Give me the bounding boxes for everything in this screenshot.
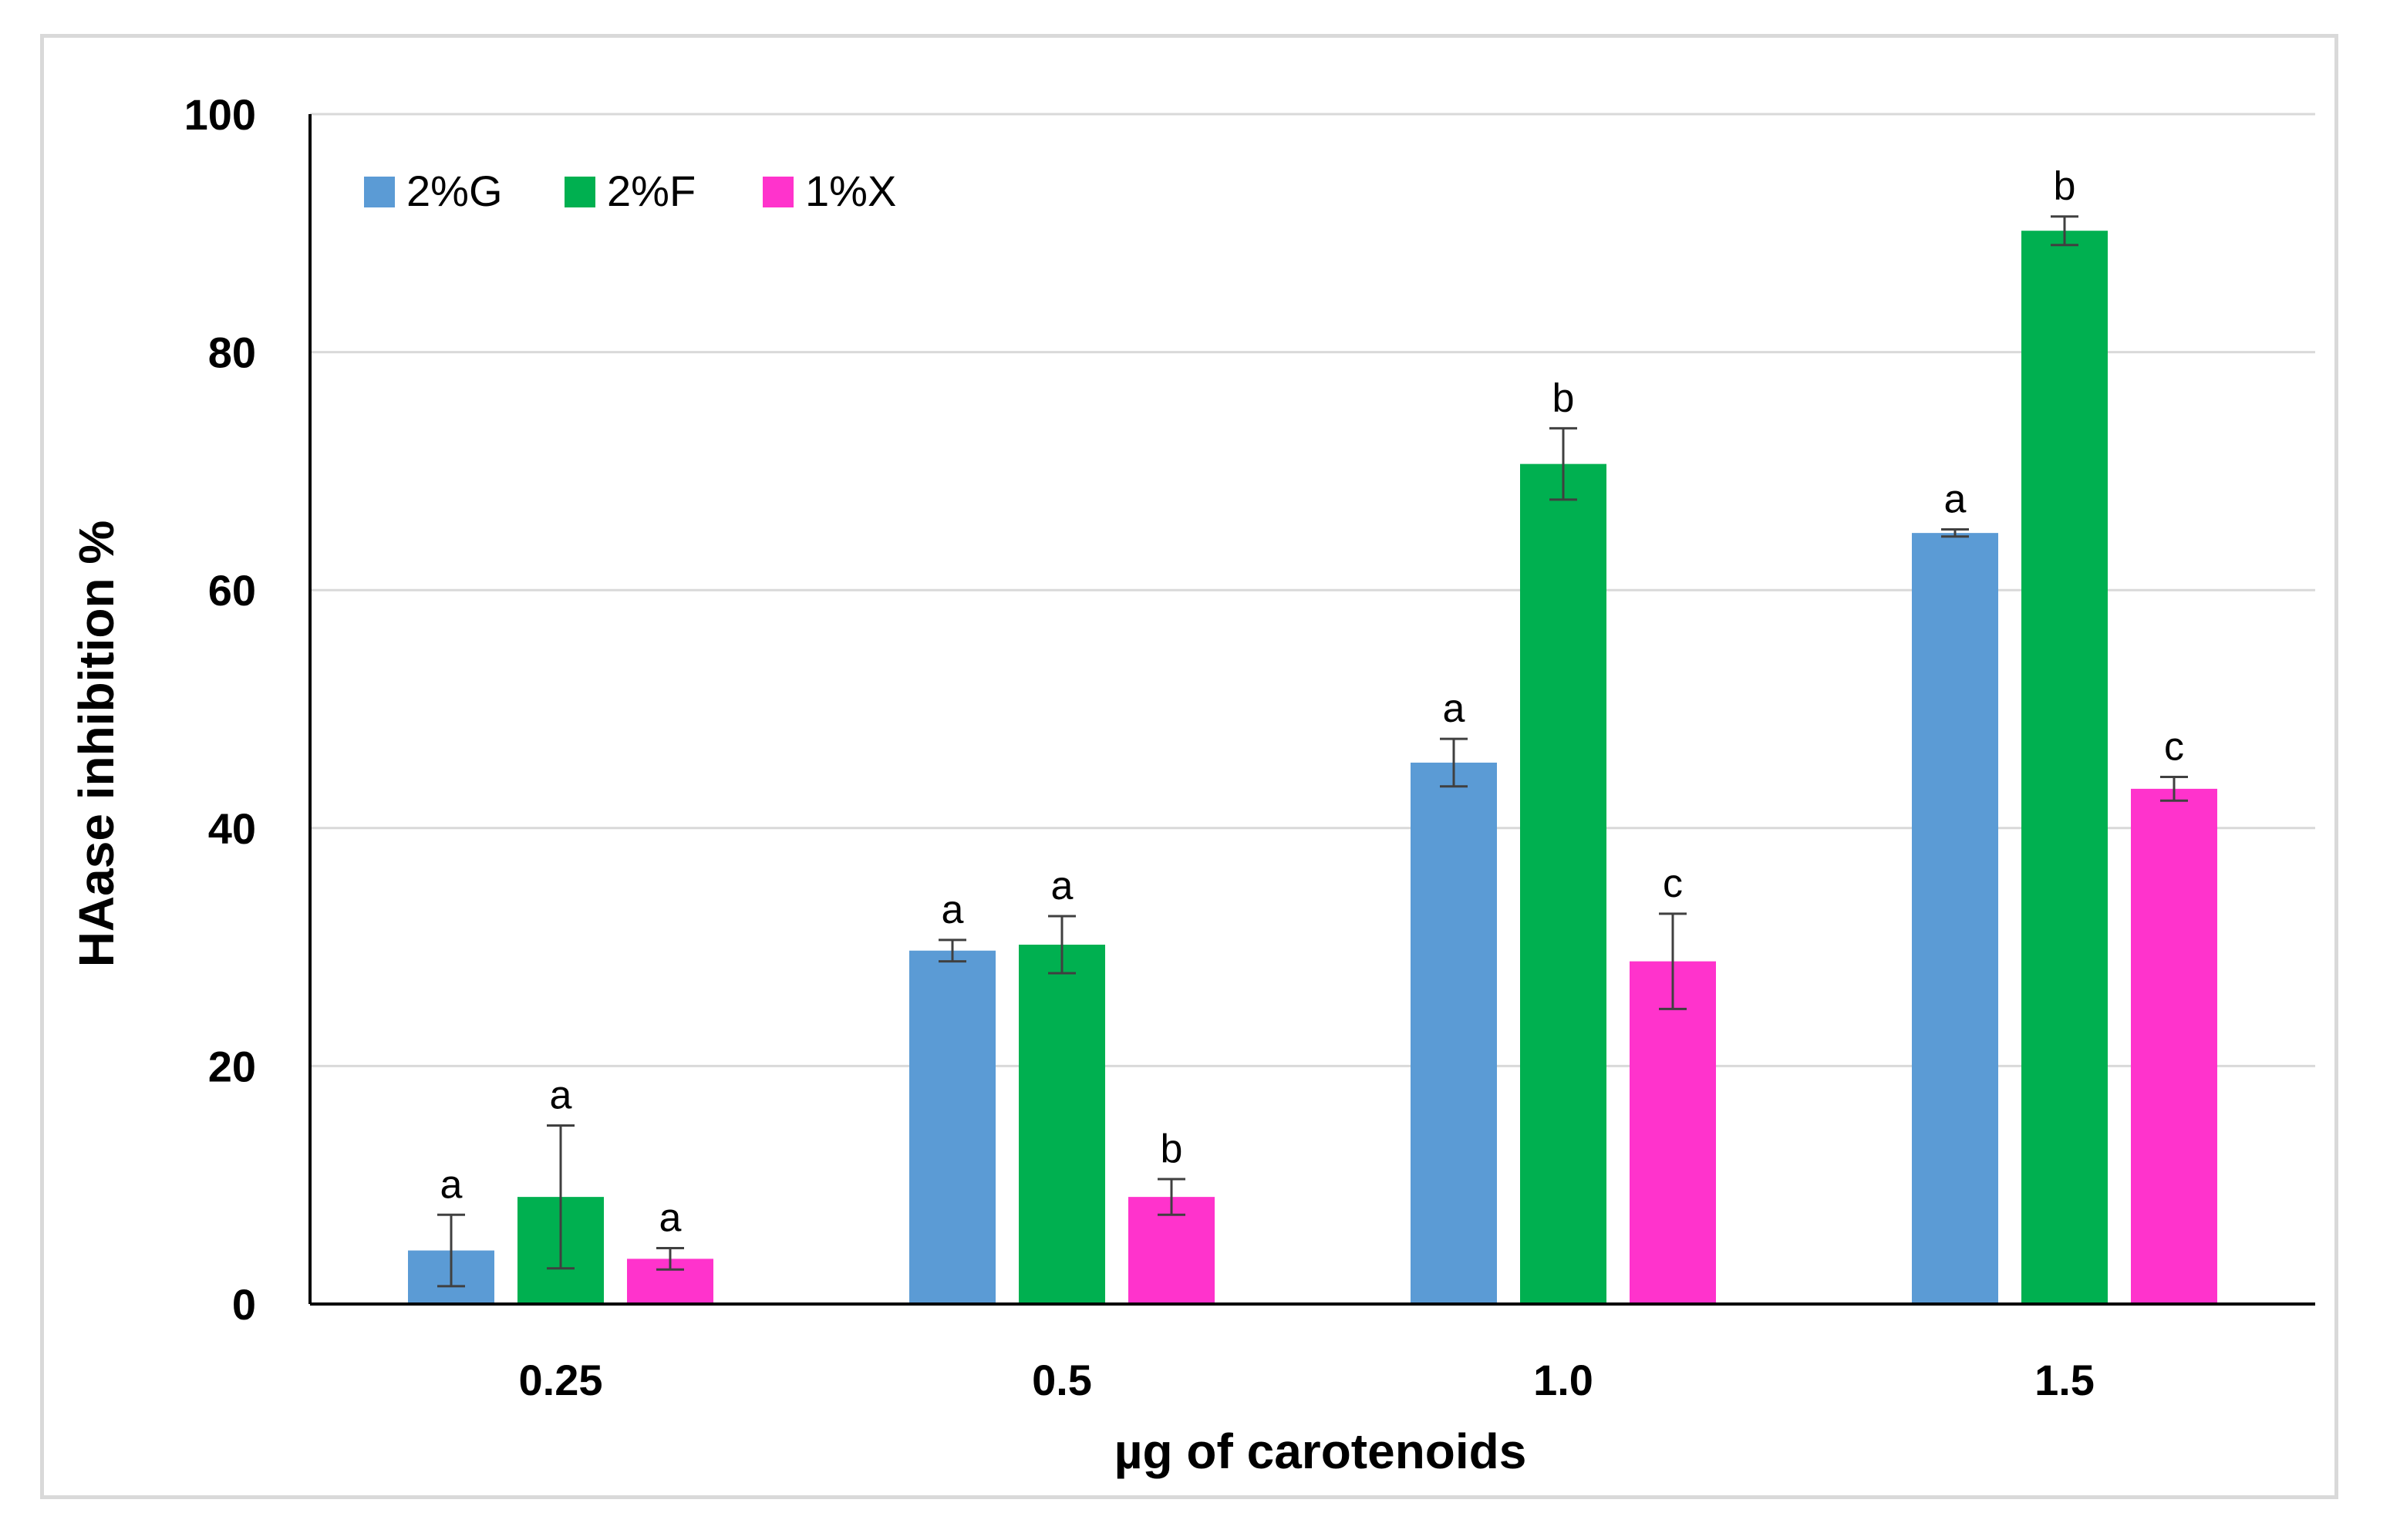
legend-swatch-2%F [565, 177, 595, 207]
x-axis-title: µg of carotenoids [1114, 1424, 1527, 1479]
significance-label-2%G-0.5: a [942, 888, 964, 932]
bar-2%G-1.5 [1912, 533, 1998, 1304]
significance-label-2%F-0.25: a [550, 1073, 572, 1118]
significance-label-2%G-0.25: a [440, 1162, 463, 1207]
significance-label-1%X-0.5: b [1161, 1127, 1183, 1171]
significance-label-2%G-1.5: a [1944, 477, 1967, 522]
legend-swatch-1%X [763, 177, 794, 207]
significance-label-2%F-0.5: a [1051, 864, 1074, 908]
legend-label-2%F: 2%F [607, 167, 696, 215]
bar-1%X-1.0 [1630, 961, 1716, 1304]
legend: 2%G 2%F 1%X [364, 167, 896, 215]
significance-label-2%F-1.0: b [1552, 376, 1575, 420]
significance-label-2%G-1.0: a [1443, 686, 1465, 731]
y-tick-label-0: 0 [232, 1280, 256, 1329]
labels: 0 20 40 60 80 100 a a a 0.25 a a b 0.5 a b c 1.0 a b c 1.5 [184, 90, 2184, 1404]
bar-1%X-1.5 [2131, 788, 2217, 1304]
x-tick-label-1.5: 1.5 [2034, 1356, 2095, 1404]
bar-2%F-1.0 [1520, 463, 1606, 1304]
significance-label-1%X-1.0: c [1663, 861, 1683, 906]
x-tick-label-0.25: 0.25 [519, 1356, 603, 1404]
significance-label-1%X-1.5: c [2164, 724, 2184, 769]
legend-swatch-2%G [364, 177, 395, 207]
bar-2%F-1.5 [2021, 231, 2108, 1304]
bar-2%G-0.5 [909, 950, 996, 1304]
y-tick-label-20: 20 [208, 1042, 256, 1090]
x-tick-label-1.0: 1.0 [1533, 1356, 1593, 1404]
bar-2%G-1.0 [1411, 762, 1497, 1304]
significance-label-2%F-1.5: b [2054, 164, 2076, 209]
y-tick-label-100: 100 [184, 90, 256, 139]
axes [308, 114, 2315, 1306]
significance-label-1%X-0.25: a [659, 1195, 682, 1240]
y-tick-label-80: 80 [208, 329, 256, 377]
y-tick-label-60: 60 [208, 566, 256, 615]
gridlines [310, 113, 2315, 1067]
y-axis-title: HAase inhibition % [69, 521, 124, 968]
chart-frame: 0 20 40 60 80 100 a a a 0.25 a a b 0.5 a b c 1.0 a b c 1.5 2%… [40, 34, 2338, 1499]
bar-chart: 0 20 40 60 80 100 a a a 0.25 a a b 0.5 a b c 1.0 a b c 1.5 2%… [69, 90, 2315, 1479]
bars [408, 215, 2217, 1304]
legend-label-2%G: 2%G [406, 167, 503, 215]
legend-label-1%X: 1%X [805, 167, 896, 215]
x-tick-label-0.5: 0.5 [1032, 1356, 1092, 1404]
y-tick-label-40: 40 [208, 804, 256, 853]
bar-2%F-0.5 [1019, 945, 1105, 1304]
